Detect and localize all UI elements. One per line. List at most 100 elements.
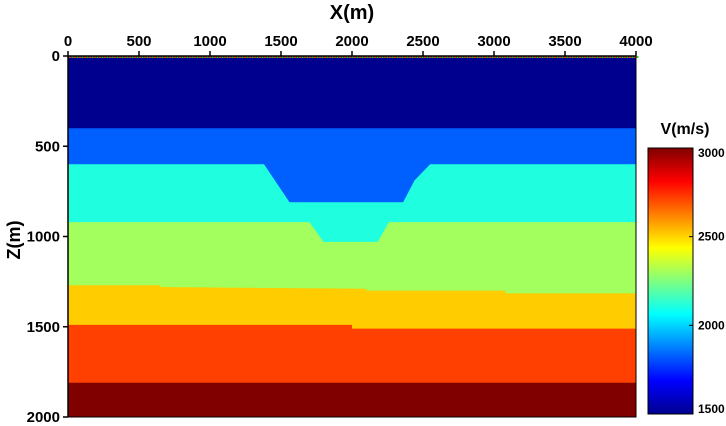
surface-dot <box>459 56 461 58</box>
surface-dot <box>309 56 311 58</box>
surface-dot <box>86 56 89 58</box>
surface-dot <box>341 56 344 58</box>
surface-dot <box>69 56 71 58</box>
surface-dot <box>621 56 624 58</box>
surface-dot <box>124 56 126 58</box>
surface-dot <box>569 56 571 58</box>
surface-dot <box>356 56 359 58</box>
surface-dot <box>549 56 551 58</box>
surface-dot <box>339 56 341 58</box>
surface-dot <box>94 56 96 58</box>
surface-dot <box>246 56 249 58</box>
surface-dot <box>71 56 74 58</box>
surface-dot <box>344 56 346 58</box>
surface-dot <box>241 56 244 58</box>
surface-dot <box>264 56 266 58</box>
surface-dot <box>619 56 621 58</box>
surface-dot <box>521 56 524 58</box>
surface-dot <box>394 56 396 58</box>
surface-dot <box>471 56 474 58</box>
x-tick-label: 3000 <box>477 33 510 50</box>
surface-dot <box>504 56 506 58</box>
surface-dot <box>129 56 131 58</box>
surface-dot <box>614 56 616 58</box>
surface-dot <box>294 56 296 58</box>
surface-dot <box>329 56 331 58</box>
surface-dot <box>226 56 229 58</box>
axes: 0 500 1000 1500 2000 2500 3000 3500 4000 0 500 1000… <box>27 33 653 426</box>
surface-dot <box>474 56 476 58</box>
surface-dot <box>499 56 501 58</box>
surface-dot <box>541 56 544 58</box>
surface-dot <box>626 56 629 58</box>
surface-dot <box>494 56 496 58</box>
surface-dot <box>269 56 271 58</box>
surface-dot <box>409 56 411 58</box>
surface-dot <box>434 56 436 58</box>
surface-dot <box>601 56 604 58</box>
surface-dot <box>581 56 584 58</box>
surface-dot <box>591 56 594 58</box>
surface-dot <box>624 56 626 58</box>
surface-dot <box>386 56 389 58</box>
surface-dot <box>529 56 531 58</box>
surface-dot <box>236 56 239 58</box>
surface-dot <box>299 56 301 58</box>
colorbar-tick-label: 1500 <box>698 402 725 416</box>
surface-dot <box>179 56 181 58</box>
surface-dot <box>279 56 281 58</box>
surface-dot <box>201 56 204 58</box>
surface-dot <box>189 56 191 58</box>
surface-dot <box>616 56 619 58</box>
surface-dot <box>379 56 381 58</box>
x-tick-label: 4000 <box>619 33 652 50</box>
z-tick-label: 0 <box>52 48 60 65</box>
surface-dot <box>606 56 609 58</box>
surface-dot <box>609 56 611 58</box>
surface-dot <box>524 56 526 58</box>
surface-dot <box>469 56 471 58</box>
surface-dot <box>169 56 171 58</box>
surface-dot <box>251 56 254 58</box>
surface-dot <box>229 56 231 58</box>
surface-dot <box>371 56 374 58</box>
surface-dot <box>351 56 354 58</box>
surface-dot <box>414 56 416 58</box>
surface-dot <box>164 56 166 58</box>
surface-dot <box>144 56 146 58</box>
x-tick-label: 2000 <box>335 33 368 50</box>
surface-dot <box>476 56 479 58</box>
surface-dot <box>76 56 79 58</box>
surface-dot <box>496 56 499 58</box>
surface-dot <box>206 56 209 58</box>
z-tick-label: 500 <box>35 138 60 155</box>
surface-dot <box>149 56 151 58</box>
surface-dot <box>131 56 134 58</box>
surface-dot <box>161 56 164 58</box>
surface-dot <box>301 56 304 58</box>
surface-dot <box>134 56 136 58</box>
x-tick-label: 0 <box>64 33 72 50</box>
colorbar: V(m/s) 1500 2000 2500 3000 <box>647 121 725 416</box>
surface-dot <box>349 56 351 58</box>
surface-dot <box>364 56 366 58</box>
surface-dot <box>211 56 214 58</box>
surface-dot <box>576 56 579 58</box>
surface-dot <box>354 56 356 58</box>
surface-dot <box>111 56 114 58</box>
z-tick-label: 1000 <box>27 229 60 246</box>
surface-dot <box>441 56 444 58</box>
surface-dot <box>334 56 336 58</box>
surface-dot <box>146 56 149 58</box>
surface-dot <box>551 56 554 58</box>
surface-dot <box>396 56 399 58</box>
surface-dot <box>311 56 314 58</box>
surface-dot <box>531 56 534 58</box>
surface-dot <box>574 56 576 58</box>
surface-dot <box>519 56 521 58</box>
surface-dot <box>629 56 631 58</box>
surface-dot <box>439 56 441 58</box>
surface-dot <box>611 56 614 58</box>
surface-dot <box>276 56 279 58</box>
surface-dot <box>254 56 256 58</box>
